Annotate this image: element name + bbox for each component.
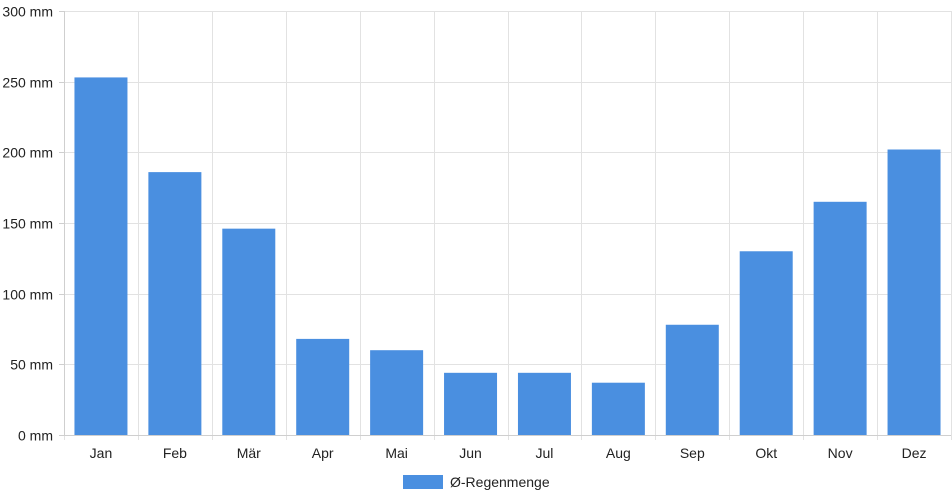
bar-Mai bbox=[370, 350, 424, 435]
y-tick-label: 0 mm bbox=[18, 428, 53, 444]
bar-Nov bbox=[813, 201, 867, 435]
bar-Jul bbox=[517, 372, 571, 435]
x-tick-label: Aug bbox=[606, 445, 631, 461]
x-tick-label: Jun bbox=[459, 445, 482, 461]
x-tick-label: Apr bbox=[312, 445, 334, 461]
x-tick-label: Feb bbox=[163, 445, 187, 461]
x-tick-label: Dez bbox=[902, 445, 927, 461]
bar-Feb bbox=[148, 172, 202, 435]
legend-swatch bbox=[403, 475, 443, 489]
bar-Jun bbox=[444, 372, 498, 435]
bar-Dez bbox=[887, 149, 941, 436]
bar-Jan bbox=[74, 77, 128, 435]
bar-Aug bbox=[591, 382, 645, 435]
x-tick-label: Jan bbox=[90, 445, 113, 461]
x-tick-label: Mär bbox=[237, 445, 261, 461]
y-tick-label: 150 mm bbox=[2, 216, 53, 232]
y-tick-label: 100 mm bbox=[2, 287, 53, 303]
y-tick-label: 300 mm bbox=[2, 4, 53, 20]
bar-Apr bbox=[296, 338, 350, 435]
bar-Sep bbox=[665, 324, 719, 435]
x-tick-label: Nov bbox=[828, 445, 853, 461]
x-tick-label: Jul bbox=[536, 445, 554, 461]
x-tick-label: Okt bbox=[755, 445, 777, 461]
legend-label: Ø-Regenmenge bbox=[450, 474, 550, 490]
bar-Okt bbox=[739, 251, 793, 435]
y-tick-label: 50 mm bbox=[10, 357, 53, 373]
y-tick-label: 250 mm bbox=[2, 75, 53, 91]
y-tick-label: 200 mm bbox=[2, 145, 53, 161]
x-tick-label: Mai bbox=[385, 445, 408, 461]
bar-Mär bbox=[222, 228, 276, 435]
x-tick-label: Sep bbox=[680, 445, 705, 461]
